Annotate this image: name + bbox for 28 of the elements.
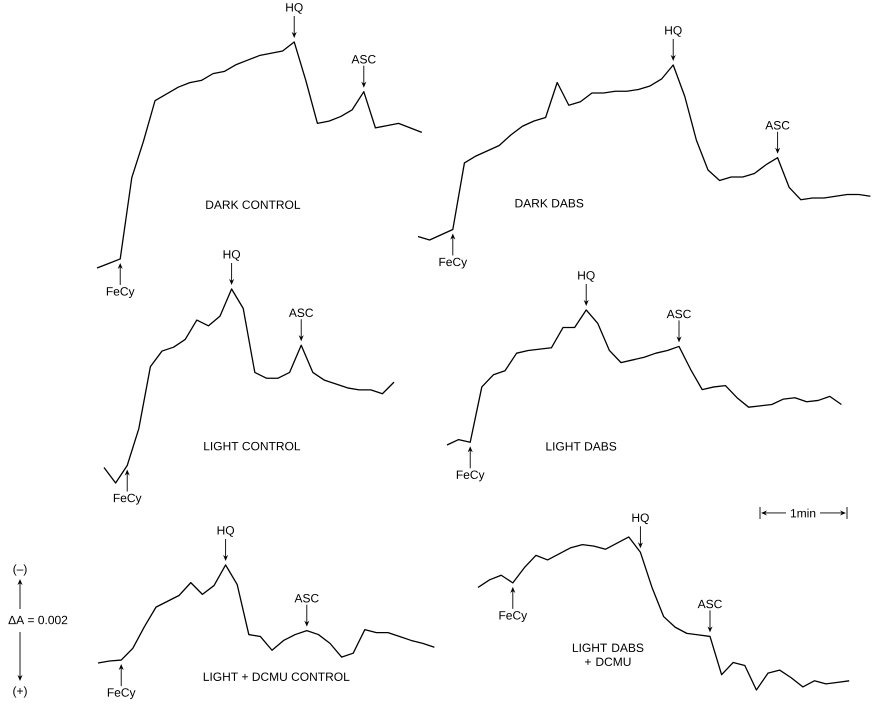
annotation: ASC [351, 55, 376, 64]
text: ΔA = 0.002 [8, 616, 68, 624]
annotation: HQ [578, 271, 595, 282]
annotation: FeCy [439, 258, 468, 269]
annotation: ASC [294, 594, 319, 602]
text: (–) [13, 564, 27, 576]
annotation: FeCy [114, 494, 142, 505]
annotation: FeCy [456, 470, 485, 482]
text: LIGHT CONTROL [204, 442, 300, 450]
text: (+) [13, 686, 27, 698]
annotation: ASC [666, 310, 691, 318]
text: LIGHT + DCMU CONTROL [204, 672, 350, 681]
text: 1min [790, 508, 816, 518]
text: DARK DABS [516, 198, 584, 208]
annotation: FeCy [499, 611, 528, 622]
annotation: FeCy [106, 287, 135, 298]
annotation: FeCy [108, 688, 136, 700]
annotation: ASC [698, 600, 722, 608]
annotation: HQ [665, 26, 682, 37]
annotation: ASC [288, 308, 314, 318]
annotation: HQ [286, 3, 303, 14]
text: LIGHT DABS [546, 442, 616, 451]
text: LIGHT DABS + DCMU [572, 644, 644, 666]
annotation: ASC [765, 121, 790, 130]
annotation: HQ [224, 250, 240, 261]
text: DARK CONTROL [206, 200, 300, 209]
annotation: HQ [632, 513, 649, 524]
annotation: HQ [218, 526, 234, 537]
